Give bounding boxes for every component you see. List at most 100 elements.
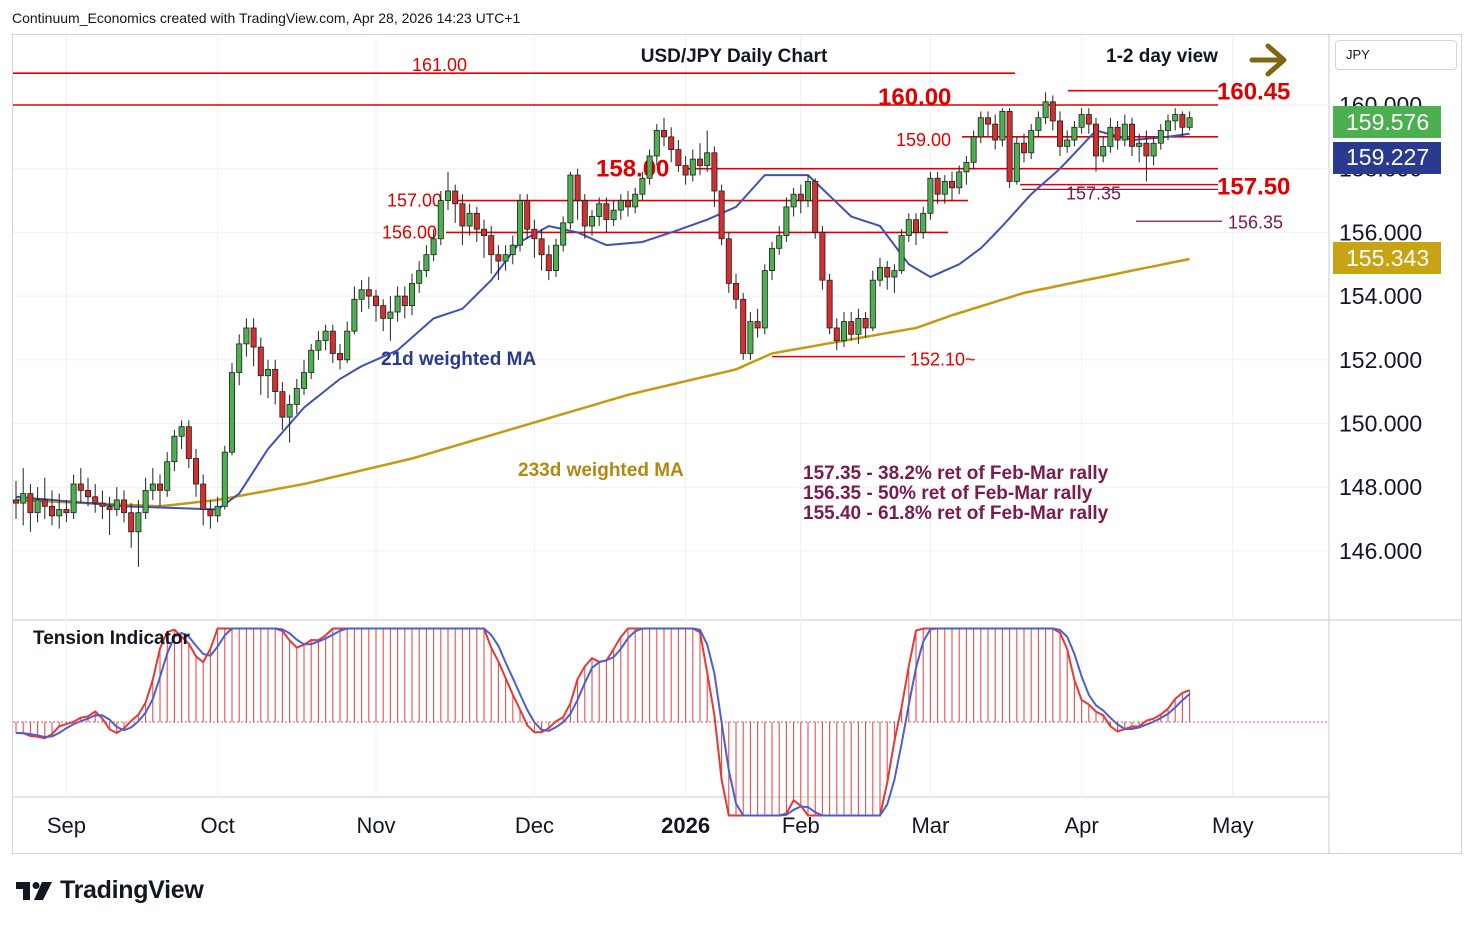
x-tick-label: Dec bbox=[515, 813, 554, 838]
candle-body bbox=[1150, 142, 1157, 157]
candle-body bbox=[682, 165, 689, 176]
tradingview-logo-text: TradingView bbox=[60, 876, 204, 904]
candle-body bbox=[1136, 142, 1143, 147]
candle-body bbox=[214, 505, 221, 517]
candle-body bbox=[596, 203, 603, 217]
candle-body bbox=[1100, 146, 1107, 157]
candle-body bbox=[351, 298, 358, 332]
candle-body bbox=[135, 512, 142, 533]
candle-body bbox=[668, 136, 675, 150]
x-tick-label: Sep bbox=[47, 813, 86, 838]
x-tick-label: Mar bbox=[911, 813, 949, 838]
candle-body bbox=[718, 190, 725, 240]
tradingview-logo[interactable]: TradingView bbox=[16, 876, 204, 905]
fib-note: 156.35 - 50% ret of Feb-Mar rally bbox=[803, 483, 1093, 504]
candle-body bbox=[1107, 126, 1114, 147]
candle-body bbox=[128, 512, 135, 533]
candle-body bbox=[106, 505, 113, 510]
candle-body bbox=[567, 174, 574, 224]
candle-body bbox=[783, 206, 790, 236]
candle-body bbox=[589, 216, 596, 227]
candle-body bbox=[99, 502, 106, 507]
candle-body bbox=[49, 505, 56, 517]
candle-body bbox=[905, 219, 912, 236]
candle-body bbox=[243, 327, 250, 345]
candle-body bbox=[372, 295, 379, 307]
candle-body bbox=[236, 343, 243, 373]
level-label: 161.00 bbox=[412, 55, 467, 75]
candle-body bbox=[272, 368, 279, 393]
candle-body bbox=[1006, 110, 1013, 182]
candle-body bbox=[675, 149, 682, 166]
candle-body bbox=[12, 499, 19, 504]
candle-body bbox=[171, 435, 178, 463]
candle-body bbox=[394, 295, 401, 313]
candle-body bbox=[63, 509, 70, 514]
candle-body bbox=[949, 181, 956, 189]
candle-body bbox=[502, 254, 509, 262]
candle-body bbox=[992, 123, 999, 141]
candle-body bbox=[423, 254, 430, 272]
y-tick-label: 146.000 bbox=[1339, 538, 1422, 564]
candle-body bbox=[920, 212, 927, 233]
candle-body bbox=[819, 231, 826, 281]
candle-body bbox=[711, 152, 718, 192]
candle-body bbox=[264, 368, 271, 377]
candle-body bbox=[315, 340, 322, 351]
candle-body bbox=[408, 282, 415, 307]
candle-body bbox=[877, 267, 884, 281]
y-tick-label: 150.000 bbox=[1339, 411, 1422, 437]
candle-body bbox=[156, 483, 163, 491]
price-badge-label: 159.227 bbox=[1346, 144, 1429, 170]
candle-body bbox=[1114, 126, 1121, 141]
candle-body bbox=[77, 483, 84, 491]
candle-body bbox=[149, 483, 156, 491]
x-tick-label: Apr bbox=[1064, 813, 1098, 838]
candle-body bbox=[495, 254, 502, 262]
candle-body bbox=[869, 279, 876, 329]
currency-selector[interactable]: JPY bbox=[1335, 40, 1457, 70]
candle-body bbox=[488, 235, 495, 256]
candle-body bbox=[27, 493, 34, 514]
candle-body bbox=[639, 177, 646, 195]
candle-body bbox=[833, 327, 840, 342]
candle-body bbox=[999, 110, 1006, 141]
candle-body bbox=[848, 321, 855, 335]
candle-body bbox=[437, 200, 444, 240]
candle-body bbox=[747, 321, 754, 354]
candle-body bbox=[92, 496, 99, 504]
candle-body bbox=[769, 247, 776, 272]
right-arrow-icon bbox=[1249, 43, 1287, 77]
candle-body bbox=[704, 152, 711, 166]
candle-body bbox=[329, 330, 336, 354]
ma233-label: 233d weighted MA bbox=[518, 460, 684, 481]
candle-body bbox=[797, 193, 804, 201]
candle-body bbox=[545, 254, 552, 272]
level-label: 160.00 bbox=[878, 84, 951, 111]
fib-label: 156.35 bbox=[1228, 212, 1283, 232]
price-badge bbox=[1333, 142, 1441, 174]
candle-body bbox=[473, 212, 480, 230]
candle-body bbox=[740, 298, 747, 354]
candle-body bbox=[517, 200, 524, 246]
view-label: 1-2 day view bbox=[1106, 46, 1218, 67]
x-tick-label: Nov bbox=[356, 813, 395, 838]
ma21-label: 21d weighted MA bbox=[381, 349, 536, 370]
candle-body bbox=[164, 461, 171, 491]
candle-body bbox=[459, 203, 466, 227]
candle-body bbox=[985, 117, 992, 125]
price-badge bbox=[1333, 106, 1441, 138]
candle-body bbox=[286, 403, 293, 418]
candle-body bbox=[1179, 114, 1186, 128]
tradingview-logo-icon bbox=[16, 881, 52, 900]
candle-body bbox=[452, 190, 459, 205]
price-badge-label: 155.343 bbox=[1346, 245, 1429, 271]
candle-body bbox=[85, 489, 92, 498]
candle-body bbox=[466, 212, 473, 227]
candle-body bbox=[970, 136, 977, 163]
candle-body bbox=[1093, 123, 1100, 157]
candle-body bbox=[1165, 120, 1172, 131]
candle-body bbox=[308, 349, 315, 373]
level-label: 160.45 bbox=[1217, 79, 1290, 106]
